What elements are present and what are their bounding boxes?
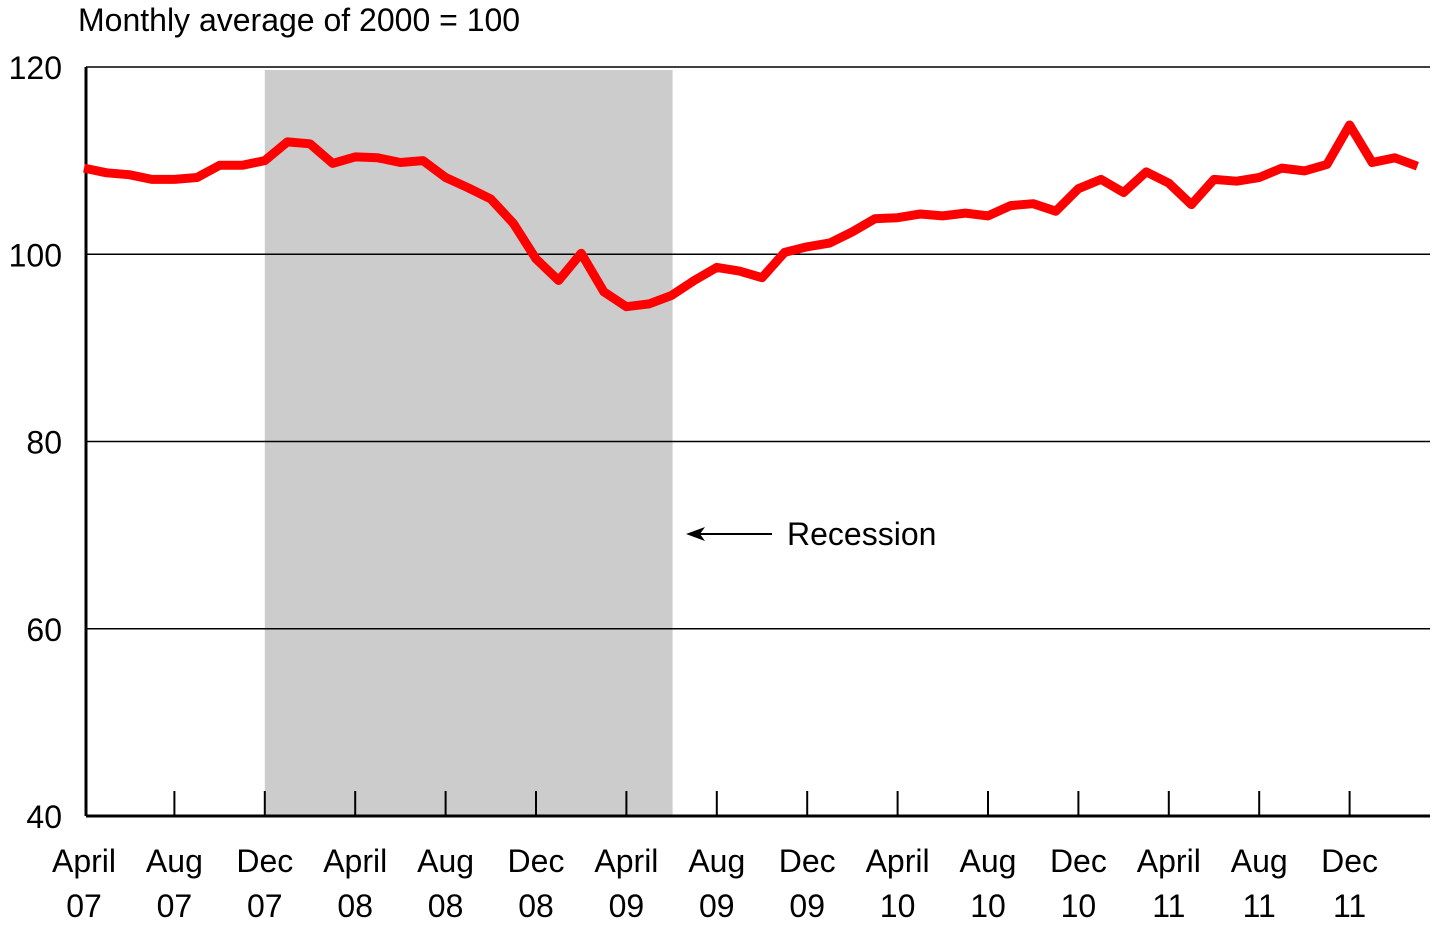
x-tick-label: April [323,843,387,879]
x-tick-label: April [594,843,658,879]
x-tick-label: Aug [1231,843,1288,879]
x-tick-label: 10 [1061,888,1097,924]
x-tick-label: 11 [1152,888,1185,924]
x-tick-label: 10 [880,888,916,924]
x-tick-label: Dec [1321,843,1378,879]
x-tick-label: 11 [1243,888,1276,924]
y-tick-label: 40 [26,799,62,835]
recession-band [264,70,673,816]
annotation-layer: Recession [686,516,936,552]
x-tick-label: 09 [609,888,645,924]
x-tick-label: 07 [66,888,102,924]
x-tick-label: 08 [518,888,554,924]
axes [84,67,1430,818]
x-tick-label: 07 [157,888,193,924]
x-tick-label: April [52,843,116,879]
x-tick-label: Dec [508,843,565,879]
x-tick-label: 11 [1333,888,1366,924]
y-tick-label: 120 [9,50,62,86]
x-tick-label: 09 [789,888,825,924]
x-tick-label: April [1137,843,1201,879]
x-tick-label: 08 [337,888,373,924]
x-tick-label: Aug [146,843,203,879]
x-tick-label: Dec [236,843,293,879]
recession-band-layer [264,70,673,816]
x-tick-label: 07 [247,888,283,924]
tick-labels: 40 60 80 100 120 April 07 Aug 07 Dec 07 April 08 Aug 0… [9,50,1378,924]
x-tick-label: Dec [779,843,836,879]
series-layer [83,120,1419,312]
y-tick-label: 100 [9,237,62,273]
y-axis-title: Monthly average of 2000 = 100 [78,2,521,38]
x-tick-label: Aug [960,843,1017,879]
x-tick-label: Aug [417,843,474,879]
x-tick-label: Dec [1050,843,1107,879]
recession-label: Recession [787,516,936,552]
y-tick-label: 80 [26,425,62,461]
recession-arrow-head [686,527,705,541]
x-tick-label: 08 [428,888,464,924]
y-tick-label: 60 [26,612,62,648]
x-tick-label: 10 [970,888,1006,924]
gridlines [86,66,1430,630]
x-tick-label: April [866,843,930,879]
x-tick-label: 09 [699,888,735,924]
x-tick-label: Aug [688,843,745,879]
series-line [83,120,1419,312]
